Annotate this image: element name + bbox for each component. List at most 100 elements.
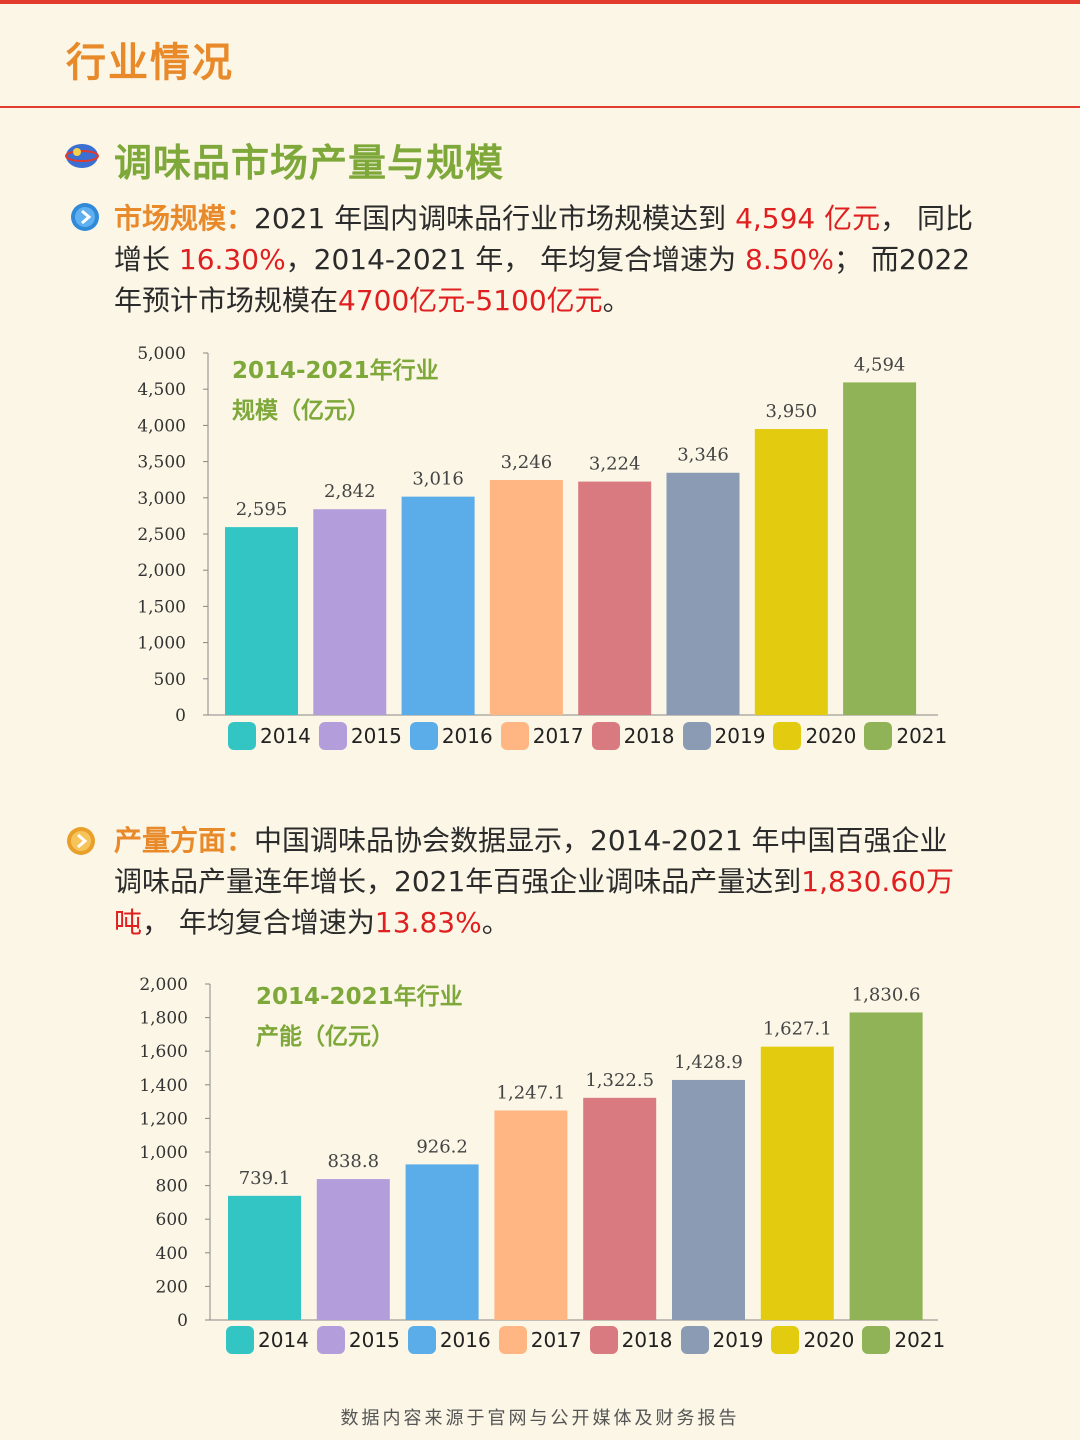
highlight-value: 16.30% bbox=[178, 243, 286, 276]
y-tick-label: 0 bbox=[175, 706, 186, 725]
legend-swatch bbox=[773, 722, 802, 750]
legend-item-2019: 2019 bbox=[682, 722, 765, 750]
bar-2015 bbox=[313, 509, 387, 715]
data-label: 1,322.5 bbox=[585, 1070, 654, 1091]
bar-2015 bbox=[316, 1179, 390, 1320]
data-label: 1,627.1 bbox=[763, 1019, 832, 1040]
legend-item-2016: 2016 bbox=[409, 722, 493, 750]
data-label: 4,594 bbox=[854, 354, 906, 375]
data-label: 739.1 bbox=[239, 1168, 291, 1189]
y-tick-label: 2,500 bbox=[137, 525, 186, 545]
data-label: 838.8 bbox=[328, 1151, 380, 1172]
legend-swatch bbox=[771, 1326, 800, 1354]
legend-swatch bbox=[498, 1326, 527, 1354]
legend-label: 2019 bbox=[712, 1328, 764, 1352]
y-tick-label: 0 bbox=[177, 1311, 188, 1330]
legend-item-2016: 2016 bbox=[407, 1326, 491, 1354]
data-label: 1,247.1 bbox=[497, 1082, 566, 1103]
legend-item-2020: 2020 bbox=[773, 722, 856, 750]
market-size-chart: 0 500 1,000 1,500 2,000 2,500 3,000 3,500 4,000 4… bbox=[137, 344, 938, 725]
bar-2018 bbox=[578, 481, 652, 715]
legend-label: 2015 bbox=[348, 1328, 400, 1352]
y-tick-label: 3,000 bbox=[137, 489, 186, 509]
text: ， 年均复合增速为 bbox=[142, 906, 375, 939]
legend-label: 2018 bbox=[621, 1328, 673, 1352]
legend-swatch bbox=[316, 1326, 345, 1354]
y-tick-label: 400 bbox=[156, 1244, 188, 1264]
y-tick-label: 1,200 bbox=[139, 1109, 188, 1129]
legend-label: 2021 bbox=[896, 724, 948, 748]
bar-2014 bbox=[225, 527, 298, 715]
globe-logo-icon bbox=[65, 144, 99, 168]
bar-2017 bbox=[494, 1110, 568, 1320]
chart-title: 2014-2021年行业 bbox=[256, 983, 463, 1010]
bar-2017 bbox=[489, 479, 563, 715]
y-tick-label: 5,000 bbox=[137, 344, 186, 364]
legend-swatch bbox=[682, 722, 711, 750]
bar-2016 bbox=[405, 1164, 479, 1320]
production-label: 产量方面： bbox=[114, 824, 255, 857]
source-footnote: 数据内容来源于官网与公开媒体及财务报告 bbox=[340, 1408, 740, 1429]
chart-title: 2014-2021年行业 bbox=[232, 357, 439, 384]
y-tick-label: 4,500 bbox=[137, 380, 186, 400]
legend-label: 2017 bbox=[530, 1328, 582, 1352]
legend-swatch bbox=[680, 1326, 709, 1354]
data-label: 1,428.9 bbox=[674, 1052, 743, 1073]
top-accent-bar bbox=[0, 0, 1080, 4]
market-size-paragraph: 市场规模：2021 年国内调味品行业市场规模达到 4,594 亿元， 同比增长 … bbox=[114, 198, 984, 321]
y-tick-label: 4,000 bbox=[137, 416, 186, 436]
bar-2019 bbox=[666, 472, 740, 715]
legend-swatch bbox=[318, 722, 347, 750]
data-label: 3,346 bbox=[677, 445, 729, 466]
chart-title: 规模（亿元） bbox=[232, 397, 370, 424]
production-paragraph: 产量方面：中国调味品协会数据显示，2014-2021 年中国百强企业调味品产量连… bbox=[114, 820, 974, 943]
y-tick-label: 1,000 bbox=[139, 1143, 188, 1163]
production-capacity-chart: 0 200 400 600 800 1,000 1,200 1,400 1,600 1,800 2,… bbox=[139, 975, 938, 1330]
legend-swatch bbox=[226, 1326, 254, 1354]
legend-item-2017: 2017 bbox=[498, 1326, 582, 1354]
bar-2020 bbox=[760, 1046, 834, 1320]
y-tick-label: 500 bbox=[154, 670, 186, 690]
y-tick-label: 1,000 bbox=[137, 634, 186, 654]
legend-swatch bbox=[500, 722, 529, 750]
legend-swatch bbox=[864, 722, 893, 750]
legend-item-2021: 2021 bbox=[864, 722, 947, 750]
legend-swatch bbox=[862, 1326, 891, 1354]
y-tick-label: 2,000 bbox=[137, 561, 186, 581]
page-title: 行业情况 bbox=[66, 40, 234, 86]
bar-2018 bbox=[583, 1097, 657, 1320]
data-label: 3,950 bbox=[766, 401, 818, 422]
legend-label: 2015 bbox=[350, 724, 402, 748]
legend-item-2017: 2017 bbox=[500, 722, 584, 750]
bar-2014 bbox=[228, 1195, 301, 1320]
legend-label: 2018 bbox=[623, 724, 675, 748]
y-tick-label: 2,000 bbox=[139, 975, 188, 995]
text: 。 bbox=[481, 906, 510, 939]
legend-item-2018: 2018 bbox=[589, 1326, 673, 1354]
legend-item-2018: 2018 bbox=[591, 722, 675, 750]
data-label: 1,830.6 bbox=[852, 984, 921, 1005]
highlight-value: 13.83% bbox=[374, 906, 482, 939]
bar-2020 bbox=[754, 429, 828, 715]
chart-legend: 2014 2015 2016 2017 2018 2019 2020 2021 bbox=[226, 1326, 953, 1354]
legend-item-2015: 2015 bbox=[316, 1326, 400, 1354]
data-label: 926.2 bbox=[416, 1136, 468, 1157]
y-tick-label: 800 bbox=[156, 1177, 188, 1197]
data-label: 3,016 bbox=[412, 469, 464, 490]
data-label: 2,842 bbox=[324, 481, 376, 502]
header-divider bbox=[0, 106, 1080, 108]
bar-2021 bbox=[843, 382, 917, 715]
legend-swatch bbox=[589, 1326, 618, 1354]
legend-label: 2014 bbox=[258, 1328, 309, 1352]
legend-item-2021: 2021 bbox=[862, 1326, 945, 1354]
legend-item-2019: 2019 bbox=[680, 1326, 764, 1354]
data-label: 3,224 bbox=[589, 454, 641, 475]
data-label: 3,246 bbox=[501, 452, 553, 473]
text: 2021 年国内调味品行业市场规模达到 bbox=[254, 202, 736, 235]
text: ，2014-2021 年， 年均复合增速为 bbox=[285, 243, 745, 276]
y-tick-label: 1,400 bbox=[139, 1076, 188, 1096]
highlight-value: 1,830.60万吨 bbox=[114, 865, 954, 939]
text: ， 同比增长 bbox=[114, 202, 974, 276]
legend-label: 2016 bbox=[441, 724, 493, 748]
legend-item-2014: 2014 bbox=[226, 1326, 309, 1354]
